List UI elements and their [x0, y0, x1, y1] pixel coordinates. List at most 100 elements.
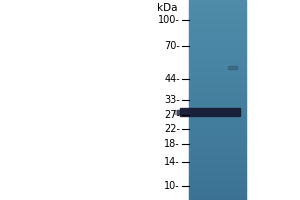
Bar — [189, 196, 246, 197]
Bar — [189, 105, 246, 106]
Bar — [189, 165, 246, 166]
Bar — [189, 52, 246, 53]
Bar — [189, 142, 246, 143]
Bar — [189, 55, 246, 56]
Bar — [189, 107, 246, 108]
Bar — [177, 110, 237, 114]
Bar — [189, 115, 246, 116]
Bar — [189, 182, 246, 183]
Bar — [189, 66, 246, 67]
Bar — [189, 9, 246, 10]
Bar — [189, 114, 246, 115]
Bar — [189, 91, 246, 92]
Bar — [189, 27, 246, 28]
Bar — [189, 197, 246, 198]
Bar — [189, 101, 246, 102]
Bar — [189, 180, 246, 181]
Bar — [189, 135, 246, 136]
Bar — [189, 73, 246, 74]
Bar — [189, 21, 246, 22]
Bar — [189, 118, 246, 119]
Text: 10-: 10- — [164, 181, 180, 191]
Bar — [189, 85, 246, 86]
Bar — [189, 186, 246, 187]
Bar — [189, 98, 246, 99]
Bar — [189, 15, 246, 16]
Bar — [189, 189, 246, 190]
Bar — [189, 1, 246, 2]
Bar — [189, 61, 246, 62]
Bar — [189, 183, 246, 184]
Text: kDa: kDa — [157, 3, 177, 13]
Bar — [180, 108, 240, 116]
Bar — [189, 25, 246, 26]
Bar — [189, 50, 246, 51]
Bar — [189, 38, 246, 39]
Bar — [189, 116, 246, 117]
Bar — [189, 62, 246, 63]
Bar — [189, 7, 246, 8]
Bar — [189, 71, 246, 72]
Bar — [189, 145, 246, 146]
Bar — [189, 112, 246, 113]
Bar — [189, 6, 246, 7]
Bar — [189, 39, 246, 40]
Bar — [189, 90, 246, 91]
Bar — [189, 99, 246, 100]
Bar — [189, 92, 246, 93]
Bar — [189, 82, 246, 83]
Bar — [189, 10, 246, 11]
Bar — [189, 184, 246, 185]
Bar — [189, 106, 246, 107]
Bar — [189, 100, 246, 101]
Bar — [189, 64, 246, 65]
Bar — [189, 128, 246, 129]
Bar — [189, 161, 246, 162]
Bar — [189, 48, 246, 49]
Bar — [189, 76, 246, 77]
Bar — [189, 121, 246, 122]
Bar — [189, 169, 246, 170]
Text: 44-: 44- — [164, 74, 180, 84]
Bar — [189, 152, 246, 153]
Bar — [189, 178, 246, 179]
Bar — [189, 108, 246, 109]
Bar — [189, 26, 246, 27]
Bar — [189, 191, 246, 192]
Bar — [189, 43, 246, 44]
Bar — [189, 75, 246, 76]
Bar — [189, 170, 246, 171]
Bar — [189, 151, 246, 152]
Bar — [189, 22, 246, 23]
Bar — [189, 96, 246, 97]
Bar — [189, 5, 246, 6]
Bar — [189, 72, 246, 73]
Bar — [189, 124, 246, 125]
Bar — [189, 156, 246, 157]
Text: 22-: 22- — [164, 124, 180, 134]
Bar — [189, 13, 246, 14]
Bar — [189, 194, 246, 195]
Bar — [189, 155, 246, 156]
Bar — [189, 79, 246, 80]
Bar — [228, 66, 237, 69]
Bar — [189, 74, 246, 75]
Bar — [189, 88, 246, 89]
Bar — [189, 134, 246, 135]
Bar — [189, 119, 246, 120]
Bar — [189, 49, 246, 50]
Bar — [189, 63, 246, 64]
Bar — [189, 188, 246, 189]
Bar — [189, 110, 246, 111]
Bar — [189, 41, 246, 42]
Bar — [189, 37, 246, 38]
Bar — [189, 86, 246, 87]
Bar — [189, 111, 246, 112]
Bar — [189, 30, 246, 31]
Bar — [189, 198, 246, 199]
Bar — [189, 17, 246, 18]
Bar — [189, 177, 246, 178]
Bar — [189, 97, 246, 98]
Bar — [189, 157, 246, 158]
Bar — [189, 122, 246, 123]
